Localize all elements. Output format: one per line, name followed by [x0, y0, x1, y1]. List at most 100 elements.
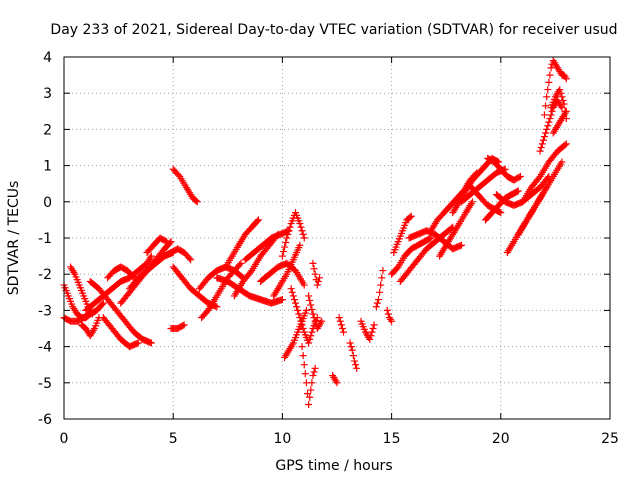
- data-point: [560, 100, 568, 108]
- data-point: [347, 343, 355, 351]
- data-point: [352, 361, 360, 369]
- data-point: [457, 241, 465, 249]
- data-point: [540, 133, 548, 141]
- data-point: [300, 234, 308, 242]
- data-point: [374, 296, 382, 304]
- data-point: [350, 357, 358, 365]
- data-point: [542, 129, 550, 137]
- data-point: [540, 111, 548, 119]
- x-tick-label: 25: [601, 431, 619, 447]
- data-point: [547, 111, 555, 119]
- y-tick-label: -5: [38, 376, 52, 392]
- data-point: [298, 343, 306, 351]
- data-point: [310, 368, 318, 376]
- y-tick-label: -4: [38, 340, 52, 356]
- data-point: [379, 267, 387, 275]
- y-tick-label: -2: [38, 267, 52, 283]
- data-point: [309, 310, 317, 318]
- data-point: [378, 274, 386, 282]
- data-point: [294, 306, 302, 314]
- data-point: [299, 325, 307, 332]
- data-point: [304, 390, 312, 398]
- data-point: [99, 299, 107, 307]
- data-point: [338, 325, 346, 332]
- y-tick-label: -1: [38, 231, 52, 247]
- data-point: [179, 322, 187, 330]
- data-point: [353, 364, 361, 372]
- data-point: [346, 339, 354, 347]
- data-point: [348, 346, 356, 354]
- x-axis: 0 5 10 15 20 25: [60, 57, 619, 447]
- data-point: [286, 223, 294, 231]
- data-point: [562, 107, 570, 115]
- data-point: [310, 314, 318, 322]
- data-point: [254, 216, 262, 224]
- data-point: [557, 89, 565, 97]
- y-tick-label: 4: [43, 50, 52, 66]
- data-point: [372, 303, 380, 311]
- data-point: [283, 234, 291, 242]
- x-tick-label: 15: [383, 431, 401, 447]
- data-point: [299, 352, 307, 360]
- data-point: [539, 136, 547, 144]
- data-point: [308, 328, 316, 336]
- data-point: [335, 314, 343, 322]
- data-point: [306, 335, 314, 343]
- data-point: [316, 274, 324, 282]
- data-point: [288, 288, 296, 296]
- data-point: [384, 310, 392, 318]
- data-point: [336, 317, 344, 325]
- data-point: [311, 364, 319, 372]
- data-point: [300, 361, 308, 369]
- data-point: [279, 248, 287, 256]
- data-point: [515, 173, 523, 181]
- data-point: [373, 299, 381, 307]
- data-point: [556, 86, 564, 94]
- data-point: [187, 256, 195, 264]
- data-point: [548, 107, 556, 115]
- data-point: [427, 234, 435, 242]
- data-point: [293, 303, 301, 311]
- data-point: [537, 144, 545, 151]
- data-point: [305, 401, 313, 409]
- data-point: [236, 261, 244, 269]
- data-point: [536, 147, 544, 155]
- data-point: [383, 306, 391, 314]
- data-point: [376, 288, 384, 296]
- x-axis-label: GPS time / hours: [275, 458, 392, 474]
- data-point: [406, 213, 414, 221]
- data-point: [306, 296, 314, 304]
- data-point: [287, 285, 295, 293]
- data-point: [547, 64, 555, 72]
- data-point: [192, 197, 200, 205]
- data-point: [298, 321, 306, 329]
- data-point: [546, 115, 554, 123]
- data-point: [513, 188, 521, 196]
- y-tick-label: 2: [43, 122, 52, 138]
- data-point: [544, 122, 552, 130]
- data-point: [174, 171, 182, 179]
- data-point: [514, 187, 522, 195]
- data-point: [340, 328, 348, 336]
- data-point: [308, 379, 316, 387]
- data-point: [562, 140, 570, 148]
- data-point: [545, 118, 553, 126]
- x-tick-label: 0: [60, 431, 69, 447]
- data-point: [290, 296, 298, 304]
- data-point: [349, 352, 357, 360]
- data-point: [313, 281, 321, 289]
- data-point: [543, 125, 551, 133]
- data-point: [129, 273, 137, 281]
- data-point: [180, 321, 188, 329]
- data-point: [370, 321, 378, 329]
- data-point: [388, 317, 396, 325]
- chart-title: Day 233 of 2021, Sidereal Day-to-day VTE…: [50, 22, 617, 38]
- data-point: [296, 241, 304, 249]
- data-point: [468, 198, 476, 206]
- data-point: [134, 339, 142, 347]
- data-point: [314, 277, 322, 285]
- data-point: [310, 265, 318, 273]
- data-point: [161, 237, 169, 245]
